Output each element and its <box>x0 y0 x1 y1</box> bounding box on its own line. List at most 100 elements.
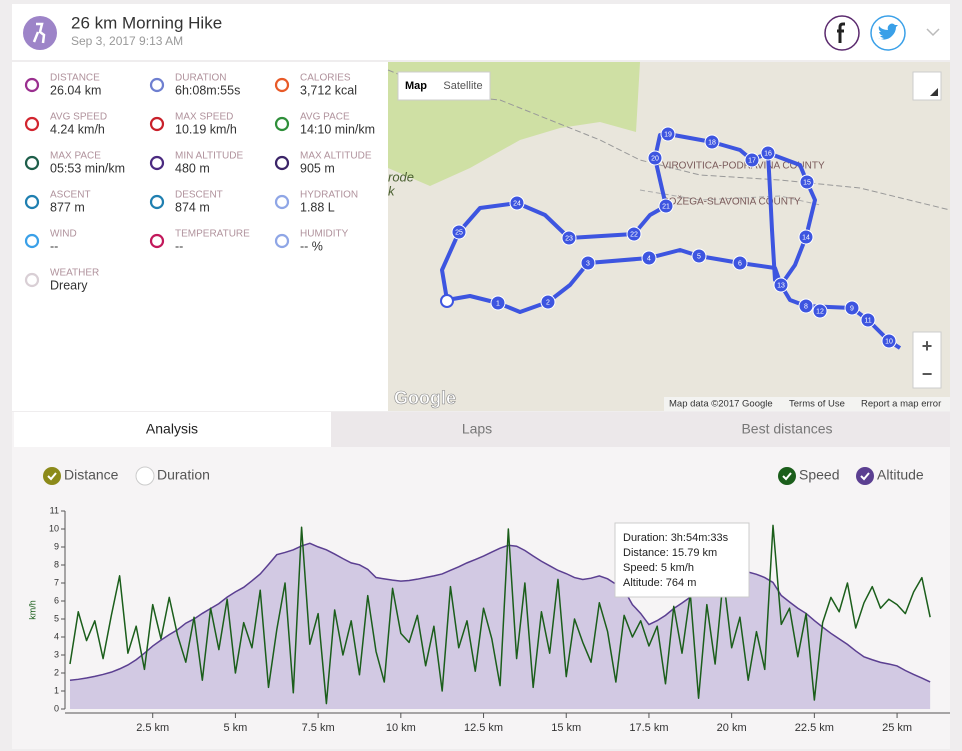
stat-label: DESCENT <box>175 190 223 201</box>
tab-label[interactable]: Best distances <box>741 421 832 437</box>
stat-icon <box>149 233 165 249</box>
toggle-check[interactable] <box>135 466 155 486</box>
map-label: k <box>388 183 396 198</box>
route-marker[interactable] <box>773 277 789 293</box>
stats-panel <box>12 62 388 411</box>
facebook-button[interactable] <box>824 15 860 51</box>
y-tick-label: 5 <box>54 613 59 623</box>
map-label: rode <box>388 169 414 184</box>
chart: 0 1 2 3 4 5 6 7 8 9 10 11 2.5 km 5 km 7.5 km 10 km 12.5 … <box>27 505 950 734</box>
route-marker-label: 15 <box>803 179 811 186</box>
map-label: VIROVITICA-PODRAVINA COUNTY <box>662 161 825 172</box>
route-marker-label: 23 <box>565 235 573 242</box>
route-marker[interactable] <box>704 134 720 150</box>
legend-marker[interactable] <box>856 467 874 485</box>
tooltip-line: Altitude: 764 m <box>623 577 696 589</box>
map-type-button[interactable]: Map <box>405 80 427 92</box>
toggle-label[interactable]: Duration <box>157 467 210 483</box>
route-marker[interactable] <box>691 248 707 264</box>
route-marker-label: 19 <box>664 131 672 138</box>
route-marker[interactable] <box>744 152 760 168</box>
stat-value: Dreary <box>50 278 88 292</box>
route-marker[interactable] <box>660 126 676 142</box>
stat-value: -- <box>50 239 58 253</box>
tab-label[interactable]: Analysis <box>146 421 198 437</box>
route-marker-label: 17 <box>748 157 756 164</box>
route-marker-label: 3 <box>586 260 590 267</box>
route-marker[interactable] <box>641 250 657 266</box>
route-marker[interactable] <box>451 224 467 240</box>
stat-icon <box>24 77 40 93</box>
zoom-in[interactable]: + <box>922 336 933 356</box>
stat-icon <box>274 194 290 210</box>
tab-label[interactable]: Laps <box>462 421 492 437</box>
x-tick-label: 10 km <box>386 722 416 734</box>
tooltip-line: Speed: 5 km/h <box>623 562 694 574</box>
route-marker-label: 10 <box>885 338 893 345</box>
route-marker[interactable] <box>881 333 897 349</box>
toggle-check[interactable] <box>43 467 61 485</box>
stat-value: 3,712 kcal <box>300 83 357 97</box>
route <box>440 132 817 301</box>
route-marker[interactable] <box>626 226 642 242</box>
legend-label[interactable]: Altitude <box>877 467 924 483</box>
route-marker[interactable] <box>509 195 525 211</box>
route-marker[interactable] <box>580 255 596 271</box>
x-tick-label: 5 km <box>223 722 247 734</box>
route-marker[interactable] <box>844 300 860 316</box>
map-type-button[interactable]: Satellite <box>443 80 482 92</box>
stat-icon <box>24 272 40 288</box>
y-tick-label: 4 <box>54 631 59 641</box>
route-marker[interactable] <box>760 145 776 161</box>
route-marker[interactable] <box>732 255 748 271</box>
route-marker[interactable] <box>798 229 814 245</box>
route-marker[interactable] <box>658 198 674 214</box>
route-marker[interactable] <box>860 312 876 328</box>
map-footer <box>664 397 950 411</box>
y-tick-label: 11 <box>50 505 59 515</box>
route-marker-label: 5 <box>697 253 701 260</box>
expand-chevron[interactable] <box>926 28 940 37</box>
route-marker[interactable] <box>812 303 828 319</box>
twitter-glyph <box>878 23 898 40</box>
route-marker[interactable] <box>647 150 663 166</box>
stat-label: DURATION <box>175 73 226 84</box>
route-marker[interactable] <box>561 230 577 246</box>
tab-active[interactable] <box>14 412 331 447</box>
y-tick-label: 10 <box>49 523 59 533</box>
header-card <box>12 4 950 60</box>
map-label: POŽEGA-SLAVONIA COUNTY <box>662 195 801 208</box>
stat-value: 05:53 min/km <box>50 161 125 175</box>
stat-label: HUMIDITY <box>300 229 349 240</box>
route-marker[interactable] <box>798 298 814 314</box>
stat-icon <box>24 233 40 249</box>
stat-icon <box>24 155 40 171</box>
legend-label[interactable]: Speed <box>799 467 839 483</box>
y-tick-label: 9 <box>54 541 59 551</box>
zoom-out[interactable]: − <box>922 364 933 384</box>
route-marker[interactable] <box>490 295 506 311</box>
tab-inactive[interactable] <box>331 412 950 447</box>
route-marker[interactable] <box>799 174 815 190</box>
activity-date: Sep 3, 2017 9:13 AM <box>71 34 183 48</box>
stat-label: DISTANCE <box>50 73 100 84</box>
stat-value: -- % <box>300 239 323 253</box>
speed-line <box>69 524 931 705</box>
stat-icon <box>274 116 290 132</box>
route-marker-label: 6 <box>738 260 742 267</box>
route-marker[interactable] <box>540 294 556 310</box>
map-footer-text[interactable]: Report a map error <box>861 399 941 410</box>
y-tick-label: 2 <box>54 667 59 677</box>
toggle-label[interactable]: Distance <box>64 467 119 483</box>
route-marker-label: 24 <box>513 200 521 207</box>
legend-marker[interactable] <box>778 467 796 485</box>
route-marker-label: 1 <box>496 300 500 307</box>
stat-value: 877 m <box>50 200 85 214</box>
stat-icon <box>149 77 165 93</box>
map-footer-text[interactable]: Terms of Use <box>789 399 845 410</box>
route-marker-label: 25 <box>455 229 463 236</box>
x-tick-label: 7.5 km <box>302 722 335 734</box>
stat-value: 6h:08m:55s <box>175 83 240 97</box>
